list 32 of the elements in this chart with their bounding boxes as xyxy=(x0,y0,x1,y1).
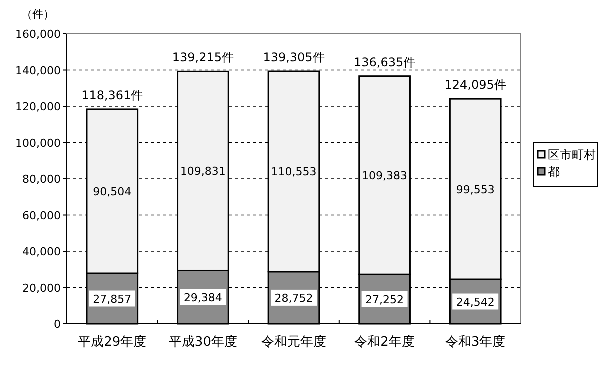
legend-label: 都 xyxy=(548,165,560,179)
data-label: 110,553 xyxy=(271,166,317,179)
x-tick-label: 平成30年度 xyxy=(168,334,238,350)
total-label: 139,305件 xyxy=(263,50,325,65)
y-tick-label: 160,000 xyxy=(16,28,61,41)
data-label: 109,383 xyxy=(362,169,408,182)
data-label: 24,542 xyxy=(456,296,495,309)
data-label: 99,553 xyxy=(456,183,495,196)
x-tick-label: 令和2年度 xyxy=(354,334,415,350)
x-tick-label: 平成29年度 xyxy=(78,334,147,350)
data-label: 109,831 xyxy=(180,165,226,178)
y-tick-label: 0 xyxy=(54,318,61,331)
legend-label: 区市町村 xyxy=(548,148,596,162)
y-tick-label: 120,000 xyxy=(16,100,61,114)
data-label: 90,504 xyxy=(93,185,132,198)
total-label: 139,215件 xyxy=(172,50,234,65)
total-label: 136,635件 xyxy=(354,55,416,70)
y-tick-label: 80,000 xyxy=(22,173,61,186)
total-label: 118,361件 xyxy=(82,88,144,102)
y-tick-label: 140,000 xyxy=(16,64,61,78)
data-label: 27,252 xyxy=(366,293,404,306)
y-tick-label: 60,000 xyxy=(22,209,61,222)
x-tick-label: 令和元年度 xyxy=(262,334,326,350)
data-label: 27,857 xyxy=(93,292,132,306)
data-label: 29,384 xyxy=(184,291,222,304)
y-tick-label: 20,000 xyxy=(22,282,61,295)
y-tick-label: 40,000 xyxy=(22,246,61,258)
data-label: 28,752 xyxy=(274,292,314,305)
y-tick-label: 100,000 xyxy=(16,136,61,150)
x-tick-label: 令和3年度 xyxy=(445,334,506,350)
total-label: 124,095件 xyxy=(444,78,506,92)
y-axis-title: （件） xyxy=(22,8,54,21)
